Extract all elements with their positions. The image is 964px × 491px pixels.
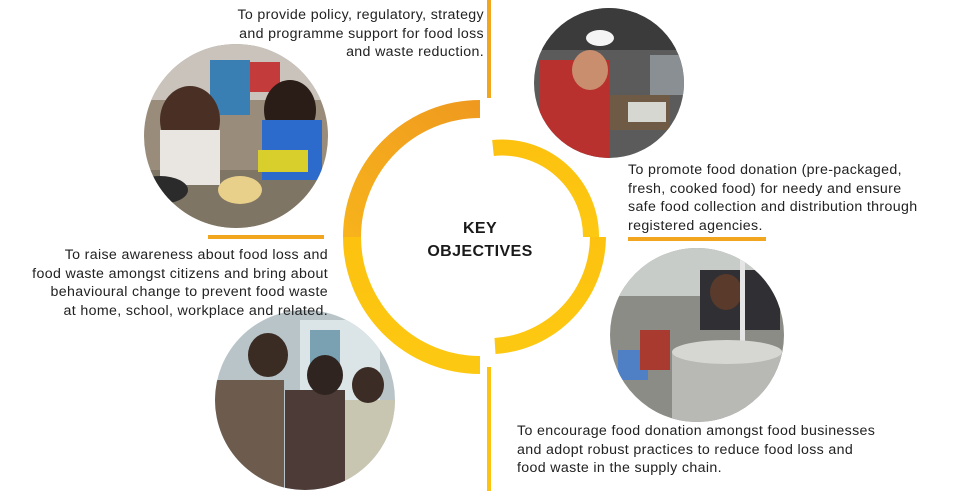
ring-arc-bottom-right [494, 236, 606, 354]
connector-left [208, 235, 324, 239]
ring-arc-top-right [492, 139, 600, 238]
key-objectives-title: KEY OBJECTIVES [410, 217, 550, 263]
ring-arc-bottom-left [343, 236, 481, 374]
title-line-2: OBJECTIVES [427, 243, 533, 260]
objective-awareness-text: To raise awareness about food loss and f… [32, 247, 328, 319]
ring-arc-top-left [343, 100, 481, 238]
children-eating-photo [144, 44, 328, 228]
connector-top [487, 0, 491, 98]
objective-donation-text: To promote food donation (pre-packaged, … [628, 162, 918, 234]
objective-businesses-text: To encourage food donation amongst food … [517, 423, 876, 476]
connector-right [628, 237, 766, 241]
cooked-food-vessel-photo [610, 248, 784, 422]
connector-bottom [487, 367, 491, 491]
awareness-event-photo [215, 310, 395, 490]
objective-policy-text: To provide policy, regulatory, strategy … [237, 7, 484, 60]
food-donation-distribution-photo [534, 8, 684, 158]
title-line-1: KEY [462, 220, 498, 237]
